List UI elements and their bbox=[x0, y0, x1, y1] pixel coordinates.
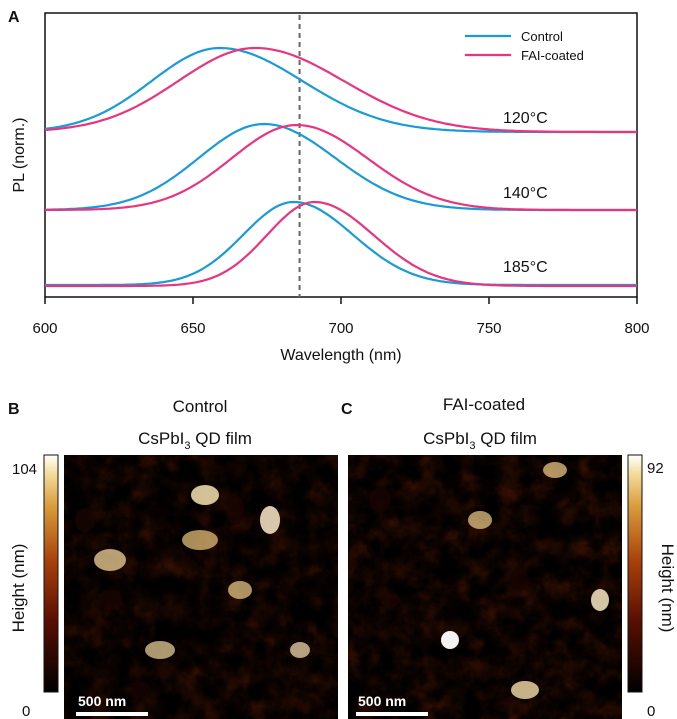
x-tick-label-650: 650 bbox=[180, 320, 205, 337]
colorbar-left-min: 0 bbox=[22, 703, 30, 719]
colorbar-right-min: 0 bbox=[647, 703, 655, 719]
panel-b-label: B bbox=[8, 401, 20, 418]
colorbar-left: 104 0 Height (nm) bbox=[9, 454, 59, 719]
curve-fai-coated-3 bbox=[44, 123, 637, 212]
x-tick-label-750: 750 bbox=[476, 320, 501, 337]
x-tick-label-600: 600 bbox=[32, 320, 57, 337]
scale-bar-c-label: 500 nm bbox=[358, 693, 406, 709]
afm-image-fai: 500 nm bbox=[348, 455, 622, 719]
colorbar-right: 92 0 Height (nm) bbox=[627, 454, 677, 719]
temp-label-140: 140°C bbox=[503, 185, 548, 202]
scale-bar-c bbox=[356, 712, 428, 716]
curve-fai-coated-1 bbox=[44, 46, 637, 134]
colorbar-left-max: 104 bbox=[12, 461, 37, 478]
x-axis: 600 650 700 750 800 bbox=[32, 297, 650, 337]
panel-c-title-line2: CsPbI3 QD film bbox=[423, 429, 537, 452]
temp-label-120: 120°C bbox=[503, 110, 548, 127]
colorbar-right-title: Height (nm) bbox=[658, 544, 677, 633]
curve-fai-coated-5 bbox=[45, 200, 637, 288]
x-axis-label: Wavelength (nm) bbox=[280, 347, 401, 364]
legend-fai-label: FAI-coated bbox=[521, 48, 584, 63]
afm-image-control: 500 nm bbox=[64, 455, 338, 719]
panel-c-label: C bbox=[341, 401, 353, 418]
colorbar-right-max: 92 bbox=[647, 460, 664, 477]
colorbar-left-gradient bbox=[43, 454, 59, 693]
scale-bar-b-label: 500 nm bbox=[78, 693, 126, 709]
panel-b-title-line2: CsPbI3 QD film bbox=[138, 429, 252, 452]
x-tick-label-800: 800 bbox=[624, 320, 649, 337]
curve-control-4 bbox=[45, 200, 637, 287]
pl-chart: 600 650 700 750 800 PL (norm.) Wavelength (n… bbox=[11, 12, 650, 364]
legend: Control FAI-coated bbox=[465, 29, 584, 63]
panel-a-label: A bbox=[8, 9, 20, 26]
curve-control-2 bbox=[45, 122, 637, 212]
temp-label-185: 185°C bbox=[503, 259, 548, 276]
legend-control-label: Control bbox=[521, 29, 563, 44]
y-axis-label: PL (norm.) bbox=[11, 118, 28, 193]
pl-curves bbox=[44, 46, 637, 288]
x-tick-label-700: 700 bbox=[328, 320, 353, 337]
colorbar-left-title: Height (nm) bbox=[9, 544, 28, 633]
panel-b-title-line1: Control bbox=[173, 397, 228, 416]
colorbar-right-gradient bbox=[627, 454, 643, 693]
panel-c-title-line1: FAI-coated bbox=[443, 395, 525, 414]
scale-bar-b bbox=[76, 712, 148, 716]
